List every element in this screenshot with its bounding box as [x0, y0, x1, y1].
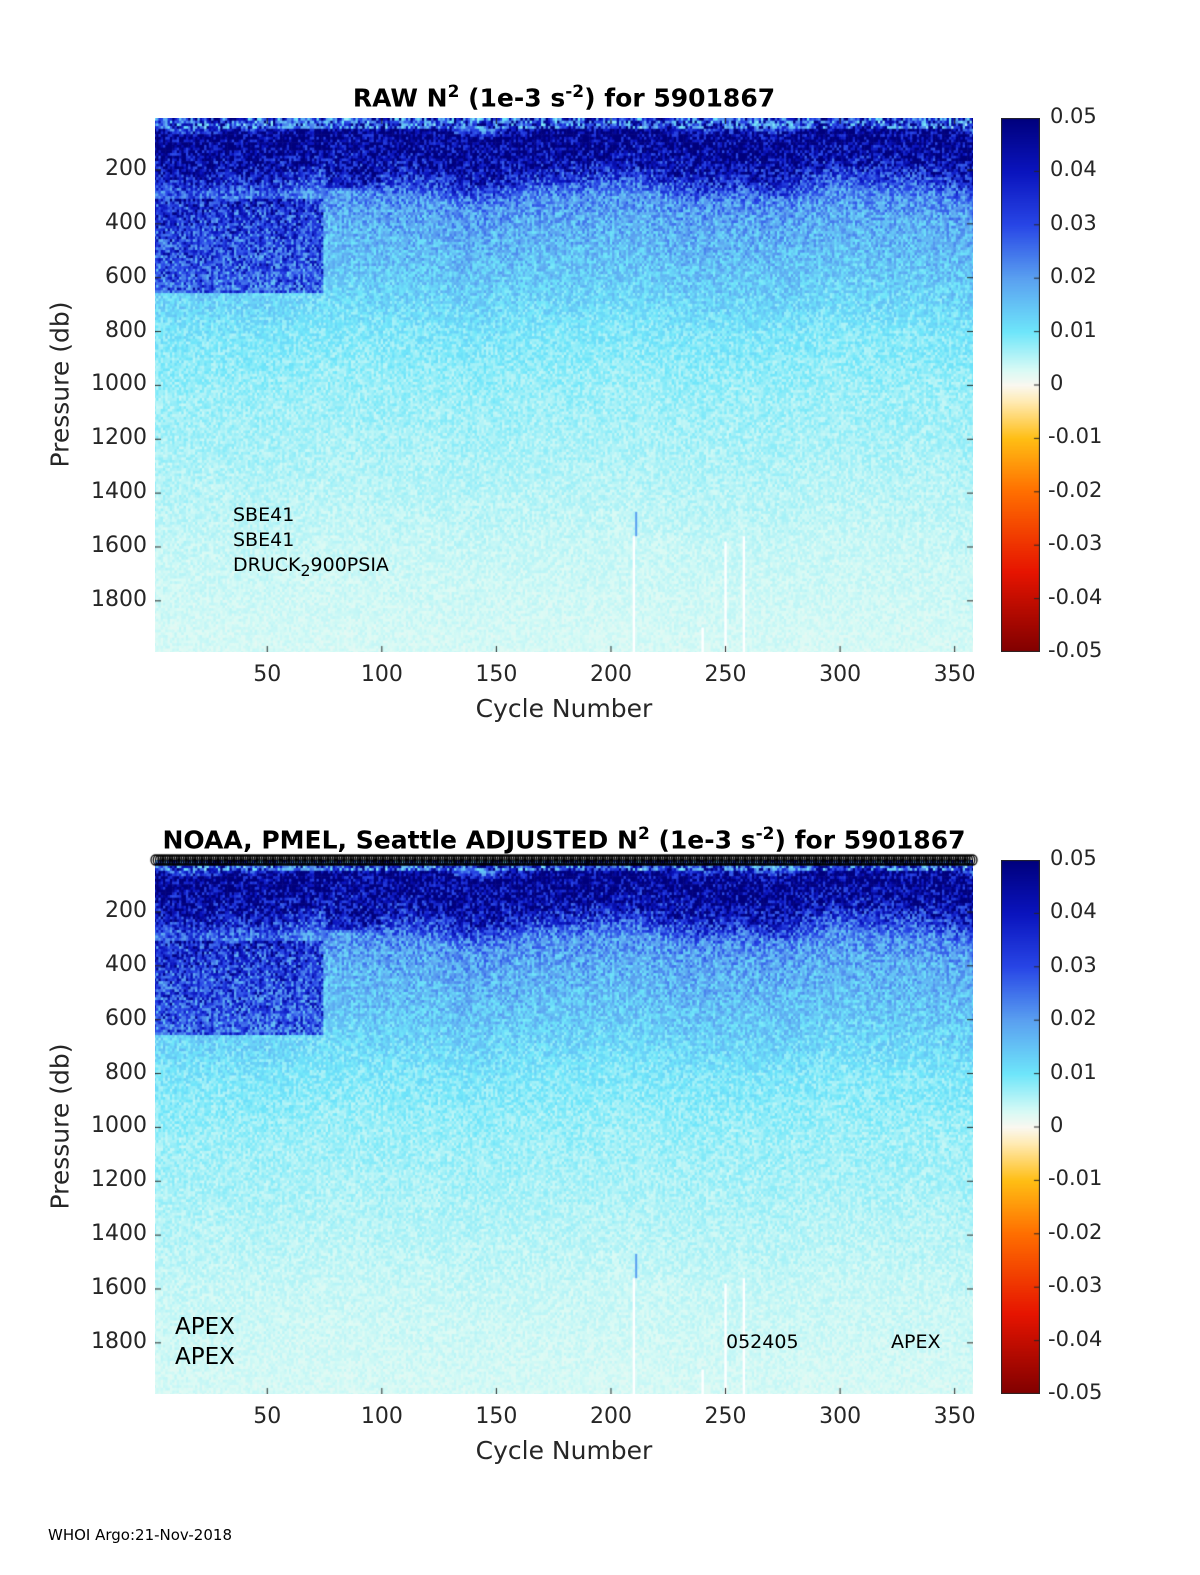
y-tick-label: 400	[105, 951, 147, 977]
x-tick-label: 100	[360, 662, 403, 687]
y-tick-label: 1600	[91, 532, 147, 558]
colorbar-tick-label: 0.02	[1050, 1006, 1097, 1031]
colorbar	[1001, 860, 1040, 1394]
x-tick-label: 250	[704, 662, 747, 687]
x-tick-label: 150	[475, 662, 518, 687]
y-tick-label: 400	[105, 209, 147, 235]
colorbar-tick-label: -0.01	[1048, 1166, 1103, 1191]
y-tick-label: 800	[105, 317, 147, 343]
heatmap-plot-area: SBE41 SBE41 DRUCK2900PSIA	[155, 118, 973, 652]
sensor-annotation: SBE41 SBE41 DRUCK2900PSIA	[233, 503, 389, 583]
raw-n2-panel: RAW N2 (1e-3 s-2) for 5901867 SBE41 SBE4…	[0, 0, 1200, 740]
title-text: ) for 5901867	[774, 825, 966, 855]
x-tick-label: 50	[253, 1404, 282, 1429]
colorbar-tick-label: 0.05	[1050, 104, 1097, 128]
colorbar-tick-label: 0.03	[1050, 210, 1097, 235]
footer-credit: WHOI Argo:21-Nov-2018	[48, 1526, 232, 1544]
x-tick-label: 200	[589, 662, 632, 687]
colorbar-tick-label: -0.01	[1048, 424, 1103, 449]
title-sup: -2	[755, 824, 775, 844]
colorbar-tick-label: 0.01	[1050, 1059, 1097, 1084]
annotation-text: APEX	[175, 1314, 235, 1340]
heatmap-cells	[155, 118, 973, 652]
y-tick-label: 1400	[91, 479, 147, 505]
colorbar-tick-label: -0.03	[1048, 531, 1103, 556]
colorbar-tick-label: 0.04	[1050, 157, 1097, 182]
title-text: (1e-3 s	[649, 825, 756, 855]
colorbar-tick-label: -0.03	[1048, 1273, 1103, 1298]
colorbar-tick-label: -0.05	[1048, 638, 1103, 662]
y-tick-label: 1200	[91, 1167, 147, 1193]
x-tick-label: 150	[475, 1404, 518, 1429]
x-tick-label: 300	[819, 1404, 862, 1429]
y-tick-label: 1400	[91, 1221, 147, 1247]
colorbar-tick-label: 0.03	[1050, 952, 1097, 977]
y-tick-label: 600	[105, 263, 147, 289]
x-tick-label: 300	[819, 662, 862, 687]
annotation-text: DRUCK	[233, 554, 301, 576]
y-tick-label: 200	[105, 155, 147, 181]
colorbar-tick-label: -0.04	[1048, 584, 1103, 609]
y-tick-label: 1000	[91, 1113, 147, 1139]
colorbar-tick-label: -0.02	[1048, 477, 1103, 502]
chart-title: NOAA, PMEL, Seattle ADJUSTED N2 (1e-3 s-…	[0, 824, 1128, 854]
annotation-text: 900PSIA	[310, 554, 389, 576]
x-tick-label: 250	[704, 1404, 747, 1429]
colorbar-tick-label: 0.05	[1050, 846, 1097, 870]
cycle-markers	[145, 853, 985, 867]
title-text: ) for 5901867	[584, 83, 776, 113]
y-tick-label: 1800	[91, 586, 147, 612]
x-tick-label: 100	[360, 1404, 403, 1429]
title-sup: 2	[447, 82, 460, 102]
title-sup: 2	[637, 824, 650, 844]
colorbar-tick-label: 0	[1050, 1113, 1064, 1137]
y-tick-label: 600	[105, 1005, 147, 1031]
annotation-text: APEX	[175, 1344, 235, 1370]
x-tick-label: 200	[589, 1404, 632, 1429]
colorbar-tick-label: 0	[1050, 371, 1064, 395]
y-tick-label: 1600	[91, 1274, 147, 1300]
heatmap-plot-area: APEX APEX 052405 APEX	[155, 860, 973, 1394]
colorbar	[1001, 118, 1040, 652]
colorbar-tick-label: 0.01	[1050, 317, 1097, 342]
x-axis-label: Cycle Number	[475, 1436, 653, 1465]
title-text: RAW N	[352, 83, 448, 113]
y-tick-label: 1800	[91, 1328, 147, 1354]
chart-title: RAW N2 (1e-3 s-2) for 5901867	[0, 82, 1128, 112]
colorbar-tick-label: -0.04	[1048, 1326, 1103, 1351]
y-tick-label: 200	[105, 897, 147, 923]
title-text: NOAA, PMEL, Seattle ADJUSTED N	[162, 825, 638, 855]
y-tick-label: 1000	[91, 371, 147, 397]
adjusted-n2-panel: NOAA, PMEL, Seattle ADJUSTED N2 (1e-3 s-…	[0, 742, 1200, 1482]
annotation-sub: 2	[300, 560, 311, 580]
x-tick-label: 350	[933, 662, 976, 687]
colorbar-tick-label: 0.02	[1050, 264, 1097, 289]
heatmap-cells	[155, 860, 973, 1394]
float-type-annotation: APEX APEX	[175, 1312, 235, 1372]
x-axis-label: Cycle Number	[475, 694, 653, 723]
y-tick-label: 1200	[91, 425, 147, 451]
annotation-text: SBE41	[233, 504, 295, 526]
x-tick-label: 350	[933, 1404, 976, 1429]
annotation-text: SBE41	[233, 529, 295, 551]
title-sup: -2	[565, 82, 585, 102]
colorbar-tick-label: 0.04	[1050, 899, 1097, 924]
serial-annotation: 052405	[726, 1331, 799, 1353]
title-text: (1e-3 s	[459, 83, 566, 113]
y-tick-label: 800	[105, 1059, 147, 1085]
float-model-annotation: APEX	[891, 1331, 941, 1353]
x-tick-label: 50	[253, 662, 282, 687]
colorbar-tick-label: -0.05	[1048, 1380, 1103, 1404]
colorbar-tick-label: -0.02	[1048, 1219, 1103, 1244]
